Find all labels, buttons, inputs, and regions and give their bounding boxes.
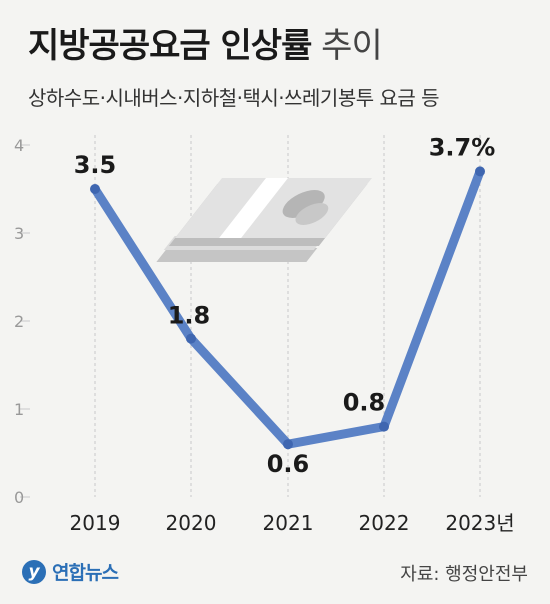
- y-tick-label-2: 2: [14, 312, 24, 331]
- x-tick-label-3: 2022: [359, 511, 410, 535]
- title-suffix: 추이: [321, 26, 383, 66]
- data-label-4: 3.7%: [429, 133, 496, 161]
- banknote-stack-icon: [156, 178, 372, 262]
- publisher-logo: y 연합뉴스: [22, 558, 119, 585]
- data-label-1: 1.8: [168, 302, 211, 330]
- data-points: [90, 166, 485, 450]
- x-tick-label-4: 2023년: [445, 511, 514, 535]
- data-point-2: [283, 439, 293, 450]
- line-chart: 0 1 2 3 4 2019 2020 2021 2022 2023년 3.5 1.8 0.6 0.8…: [14, 133, 515, 535]
- x-tick-label-0: 2019: [70, 511, 121, 535]
- logo-text: 연합뉴스: [52, 562, 119, 584]
- data-label-2: 0.6: [267, 450, 310, 478]
- source-note: 자료: 행정안전부: [400, 564, 528, 585]
- data-point-4: [475, 166, 485, 177]
- y-tick-label-4: 4: [14, 136, 24, 155]
- y-tick-label-3: 3: [14, 224, 24, 243]
- data-point-0: [90, 184, 100, 194]
- yonhap-logo-icon: y: [22, 559, 46, 584]
- chart-subtitle: 상하수도·시내버스·지하철·택시·쓰레기봉투 요금 등: [28, 86, 440, 110]
- x-tick-label-2: 2021: [263, 511, 314, 535]
- y-tick-label-1: 1: [14, 400, 24, 419]
- data-labels: 3.5 1.8 0.6 0.8 3.7%: [74, 133, 496, 478]
- data-label-0: 3.5: [74, 151, 117, 179]
- x-axis-ticks: 2019 2020 2021 2022 2023년: [70, 511, 515, 535]
- data-label-3: 0.8: [343, 389, 386, 417]
- chart-title: 지방공공요금 인상률 추이: [28, 18, 383, 67]
- data-point-3: [379, 421, 389, 432]
- y-tick-label-0: 0: [14, 488, 24, 507]
- data-point-1: [186, 333, 196, 344]
- x-tick-label-1: 2020: [166, 511, 217, 535]
- y-axis-ticks: 0 1 2 3 4: [14, 136, 30, 507]
- title-main: 지방공공요금 인상률: [28, 26, 312, 66]
